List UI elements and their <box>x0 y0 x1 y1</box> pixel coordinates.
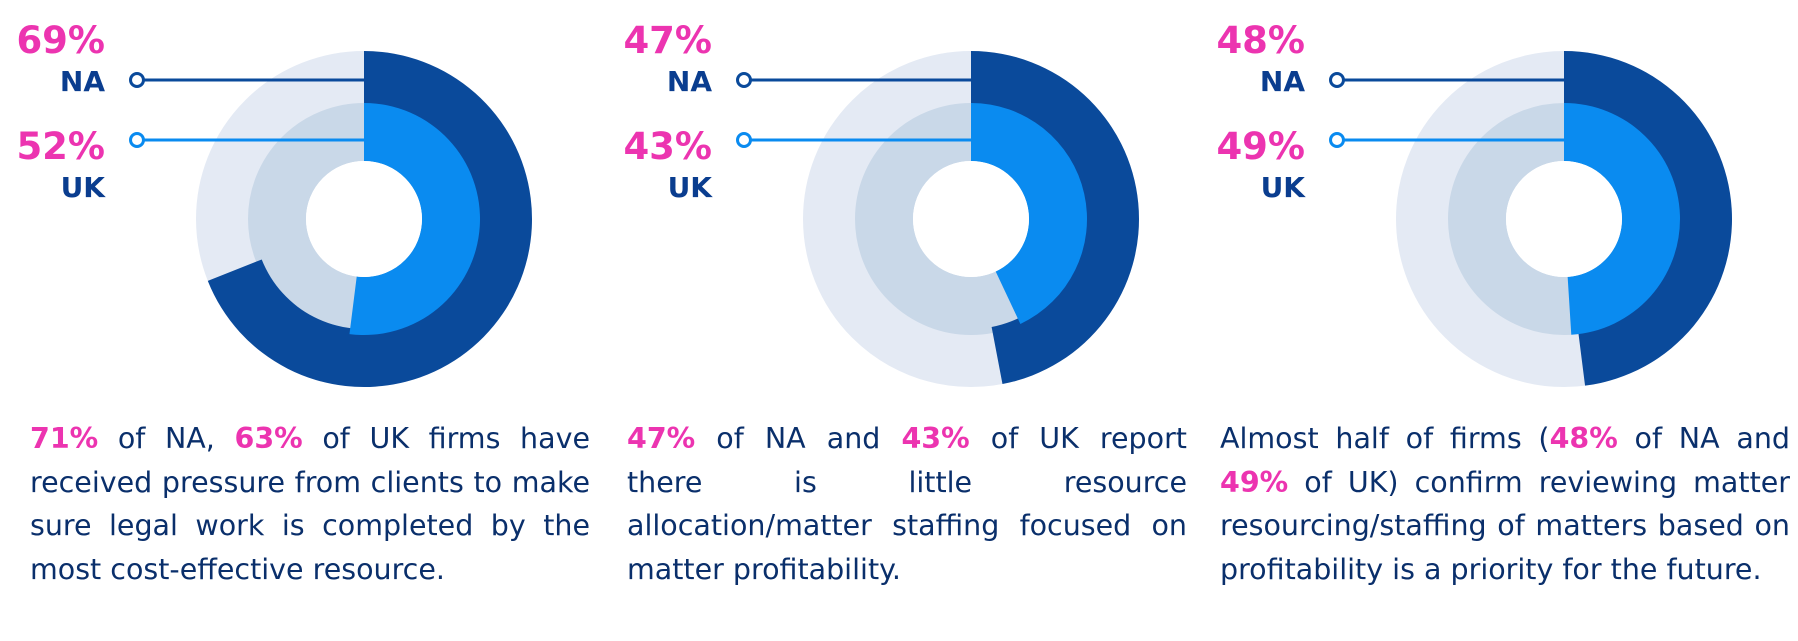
na-value-arc <box>1564 51 1733 386</box>
caption-text: of NA, <box>98 422 235 455</box>
na-label: NA <box>1259 65 1305 98</box>
uk-highlight: 43% <box>901 422 970 455</box>
na-label: NA <box>666 65 712 98</box>
uk-value-arc <box>349 102 481 336</box>
donut-chart-1 <box>129 51 533 388</box>
uk-percentage: 43% <box>623 125 712 168</box>
caption-text: Almost half of firms ( <box>1220 422 1550 455</box>
na-value-arc <box>207 51 533 388</box>
donut-center <box>913 161 1029 277</box>
caption-text: of UK report there is little resource al… <box>627 422 1187 586</box>
uk-highlight: 63% <box>234 422 303 455</box>
uk-leader-marker <box>129 132 145 148</box>
uk-highlight: 49% <box>1220 465 1289 499</box>
chart-panel-2: 47% NA 43% UK 47% of NA and 43% of UK re… <box>607 0 1197 641</box>
na-leader-marker <box>736 72 752 88</box>
uk-value-arc <box>1564 103 1680 335</box>
na-value-arc <box>971 51 1139 385</box>
caption-text: of NA and <box>1617 422 1790 455</box>
caption-text: of NA and <box>695 422 902 455</box>
na-percentage: 48% <box>1216 19 1305 62</box>
chart-caption: Almost half of firms (48% of NA and 49% … <box>1220 417 1790 591</box>
caption-text: of UK) confirm reviewing matter resourci… <box>1220 465 1790 586</box>
caption-text: of UK firms have received pressure from … <box>30 422 590 586</box>
uk-value-arc <box>971 103 1087 324</box>
uk-label: UK <box>667 171 712 204</box>
donut-center <box>306 161 422 277</box>
chart-caption: 71% of NA, 63% of UK firms have received… <box>30 417 590 591</box>
chart-caption: 47% of NA and 43% of UK report there is … <box>627 417 1187 591</box>
chart-panel-1: 69% NA 52% UK 71% of NA, 63% of UK firms… <box>0 0 590 641</box>
donut-chart-2 <box>736 51 1139 387</box>
donut-chart-3 <box>1329 51 1733 387</box>
na-leader-marker <box>1329 72 1345 88</box>
chart-panel-3: 48% NA 49% UK Almost half of firms (48% … <box>1200 0 1790 641</box>
uk-percentage: 52% <box>16 125 105 168</box>
na-highlight: 48% <box>1549 422 1618 455</box>
uk-label: UK <box>60 171 105 204</box>
donut-center <box>1506 161 1622 277</box>
na-highlight: 47% <box>627 422 696 455</box>
uk-label: UK <box>1260 171 1305 204</box>
na-label: NA <box>59 65 105 98</box>
uk-leader-marker <box>736 132 752 148</box>
na-percentage: 69% <box>16 19 105 62</box>
uk-leader-marker <box>1329 132 1345 148</box>
na-percentage: 47% <box>623 19 712 62</box>
uk-percentage: 49% <box>1216 125 1305 168</box>
na-highlight: 71% <box>30 422 99 455</box>
na-leader-marker <box>129 72 145 88</box>
